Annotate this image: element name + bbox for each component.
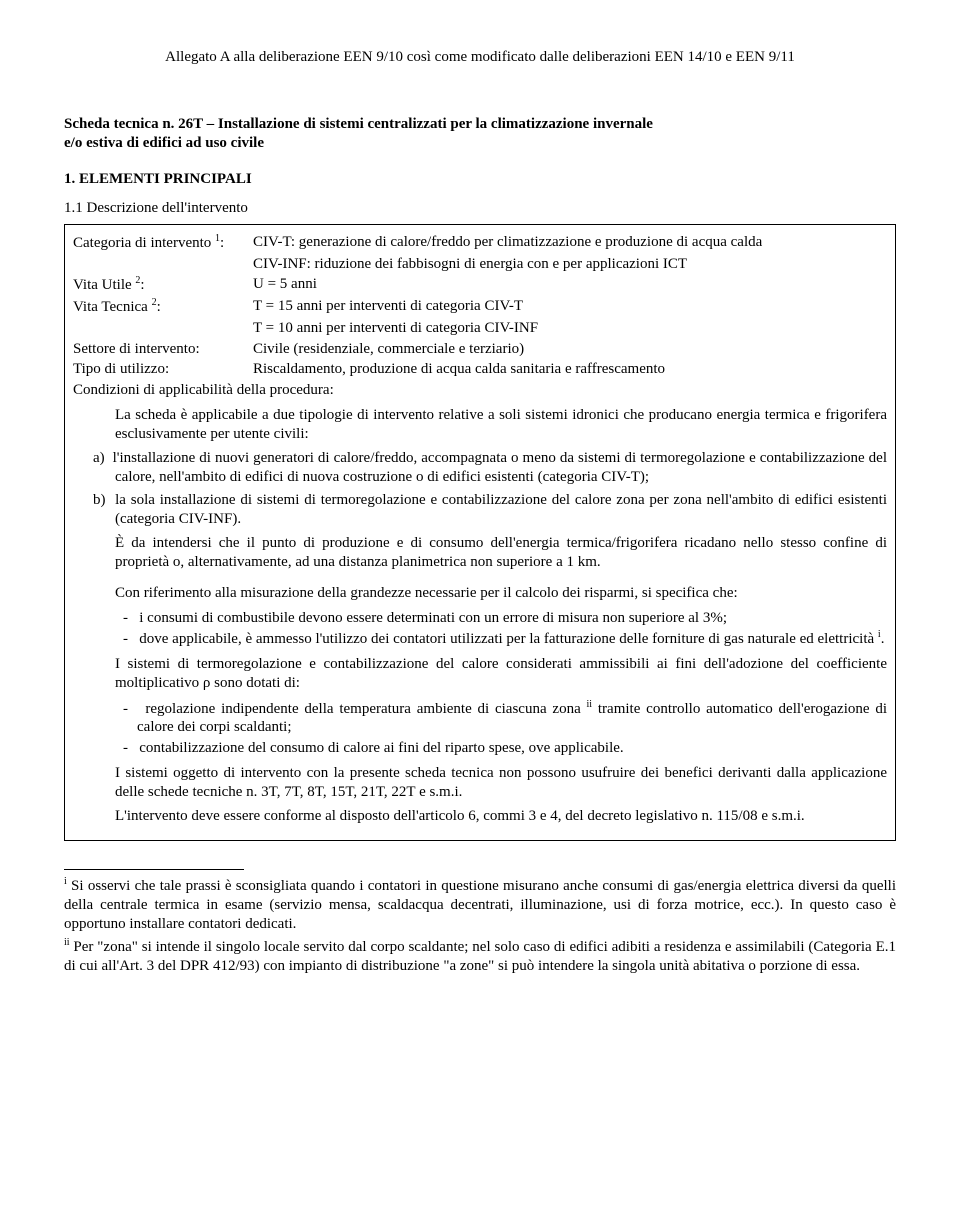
categoria-label-text: Categoria di intervento (73, 235, 215, 251)
para-misurazione: Con riferimento alla misurazione della g… (73, 584, 887, 603)
vita-tecnica-colon: : (157, 299, 161, 315)
row-vita-tecnica: Vita Tecnica 2: T = 15 anni per interven… (73, 297, 887, 317)
item-a-text: l'installazione di nuovi generatori di c… (113, 450, 887, 485)
para-schede: I sistemi oggetto di intervento con la p… (73, 764, 887, 802)
dash-3: - regolazione indipendente della tempera… (73, 699, 887, 738)
item-a: a) l'installazione di nuovi generatori d… (73, 449, 887, 487)
dash-4-text: contabilizzazione del consumo di calore … (139, 740, 623, 756)
para-termoregolazione: I sistemi di termoregolazione e contabil… (73, 655, 887, 693)
tipo-label: Tipo di utilizzo: (73, 360, 253, 379)
categoria-colon: : (220, 235, 224, 251)
section-1-heading: 1. ELEMENTI PRINCIPALI (64, 170, 896, 189)
vita-tecnica-label: Vita Tecnica 2: (73, 297, 253, 317)
item-b: b) la sola installazione di sistemi di t… (73, 491, 887, 529)
title-line-2: e/o estiva di edifici ad uso civile (64, 135, 264, 151)
title-line-1: Scheda tecnica n. 26T – Installazione di… (64, 116, 653, 132)
footnote-1-text: Si osservi che tale prassi è sconsigliat… (64, 878, 896, 932)
item-b-label: b) (93, 492, 106, 508)
vita-utile-label: Vita Utile 2: (73, 275, 253, 295)
footnote-1: i Si osservi che tale prassi è sconsigli… (64, 876, 896, 933)
page-header: Allegato A alla deliberazione EEN 9/10 c… (64, 48, 896, 67)
row-settore: Settore di intervento: Civile (residenzi… (73, 340, 887, 359)
categoria-value-1: CIV-T: generazione di calore/freddo per … (253, 233, 887, 253)
row-tipo: Tipo di utilizzo: Riscaldamento, produzi… (73, 360, 887, 379)
row-categoria: Categoria di intervento 1: CIV-T: genera… (73, 233, 887, 253)
dash-2-text-a: dove applicabile, è ammesso l'utilizzo d… (139, 631, 878, 647)
condizioni-intro: La scheda è applicabile a due tipologie … (73, 406, 887, 444)
settore-label: Settore di intervento: (73, 340, 253, 359)
item-b-text: la sola installazione di sistemi di term… (115, 492, 887, 527)
footnote-2-text: Per "zona" si intende il singolo locale … (64, 939, 896, 974)
dash-1: - i consumi di combustibile devono esser… (73, 609, 887, 628)
vita-tecnica-value-2: T = 10 anni per interventi di categoria … (73, 319, 887, 338)
dash-3-text-a: regolazione indipendente della temperatu… (145, 701, 586, 717)
section-1-1-heading: 1.1 Descrizione dell'intervento (64, 199, 896, 218)
row-vita-utile: Vita Utile 2: U = 5 anni (73, 275, 887, 295)
intervento-box: Categoria di intervento 1: CIV-T: genera… (64, 224, 896, 841)
categoria-label: Categoria di intervento 1: (73, 233, 253, 253)
settore-value: Civile (residenziale, commerciale e terz… (253, 340, 887, 359)
categoria-value-2: CIV-INF: riduzione dei fabbisogni di ene… (73, 255, 887, 274)
condizioni-label: Condizioni di applicabilità della proced… (73, 381, 887, 400)
dash-4: - contabilizzazione del consumo di calor… (73, 739, 887, 758)
vita-utile-label-text: Vita Utile (73, 277, 135, 293)
para-punto-produzione: È da intendersi che il punto di produzio… (73, 534, 887, 572)
dash-1-text: i consumi di combustibile devono essere … (139, 610, 727, 626)
vita-tecnica-value-1: T = 15 anni per interventi di categoria … (253, 297, 887, 317)
vita-tecnica-label-text: Vita Tecnica (73, 299, 152, 315)
para-conforme: L'intervento deve essere conforme al dis… (73, 807, 887, 826)
dash-2-text-b: . (881, 631, 885, 647)
footnote-2: ii Per "zona" si intende il singolo loca… (64, 937, 896, 976)
item-a-label: a) (93, 450, 105, 466)
dash-2: - dove applicabile, è ammesso l'utilizzo… (73, 629, 887, 649)
document-title: Scheda tecnica n. 26T – Installazione di… (64, 115, 896, 153)
tipo-value: Riscaldamento, produzione di acqua calda… (253, 360, 887, 379)
footnote-separator (64, 869, 244, 870)
vita-utile-colon: : (140, 277, 144, 293)
vita-utile-value: U = 5 anni (253, 275, 887, 295)
